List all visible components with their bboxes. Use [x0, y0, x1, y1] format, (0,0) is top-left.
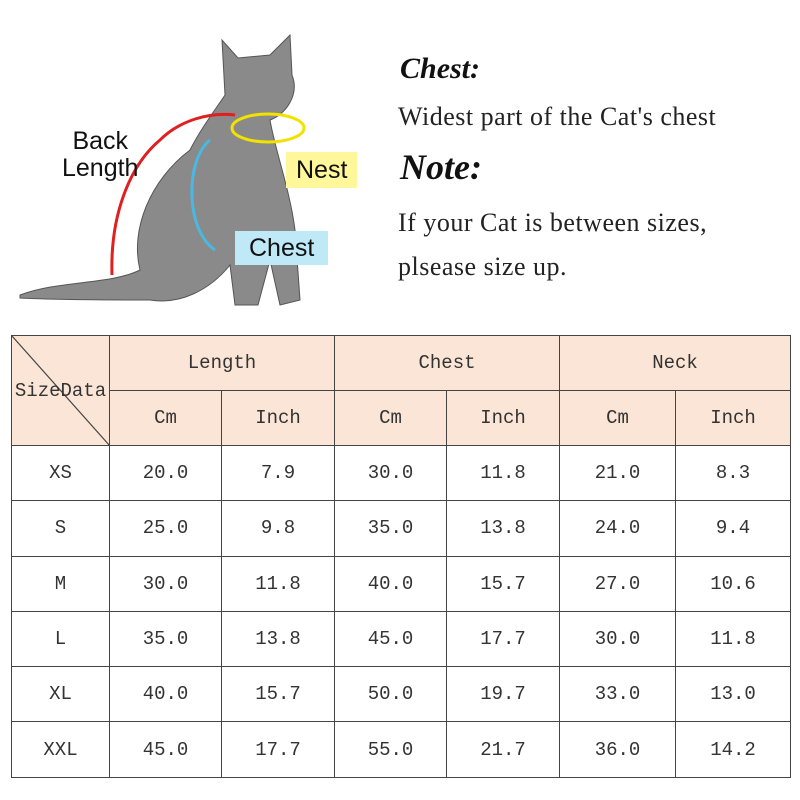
value-cell: 10.6	[675, 555, 791, 612]
note-heading: Note:	[400, 147, 482, 187]
neck-ring	[230, 112, 306, 144]
value-cell: 13.0	[675, 666, 791, 723]
value-cell: 55.0	[334, 721, 447, 778]
cat-illustration	[19, 33, 306, 306]
value-cell: 25.0	[109, 500, 222, 557]
group-header: Length	[109, 335, 335, 391]
value-cell: 11.8	[221, 555, 335, 612]
value-cell: 45.0	[109, 721, 222, 778]
unit-header: Inch	[675, 390, 791, 446]
value-cell: 9.8	[221, 500, 335, 557]
group-header: Chest	[334, 335, 560, 391]
value-cell: 50.0	[334, 666, 447, 723]
unit-header: Cm	[334, 390, 447, 446]
value-cell: 40.0	[109, 666, 222, 723]
corner-data: Data	[60, 379, 107, 402]
value-cell: 30.0	[559, 610, 676, 668]
value-cell: 27.0	[559, 555, 676, 612]
value-cell: 17.7	[221, 721, 335, 778]
note-line1: If your Cat is between sizes,	[398, 208, 708, 237]
table-row: S 25.0 9.8 35.0 13.8 24.0 9.4	[11, 500, 791, 557]
back-length-label: Back Length	[62, 128, 138, 182]
value-cell: 14.2	[675, 721, 791, 778]
value-cell: 15.7	[446, 555, 560, 612]
value-cell: 33.0	[559, 666, 676, 723]
chest-line	[190, 138, 216, 252]
size-table: SizeData Length Chest Neck Cm Inch Cm In…	[11, 335, 791, 778]
chest-label: Chest	[235, 231, 329, 265]
chest-text: Widest part of the Cat's chest	[398, 102, 717, 131]
value-cell: 35.0	[334, 500, 447, 557]
value-cell: 17.7	[446, 610, 560, 668]
value-cell: 30.0	[109, 555, 222, 612]
back-label-line2: Length	[62, 154, 139, 182]
unit-header: Cm	[109, 390, 222, 446]
value-cell: 13.8	[446, 500, 560, 557]
table-row: L 35.0 13.8 45.0 17.7 30.0 11.8	[11, 610, 791, 668]
value-cell: 40.0	[334, 555, 447, 612]
value-cell: 15.7	[221, 666, 335, 723]
table-row: M 30.0 11.8 40.0 15.7 27.0 10.6	[11, 555, 791, 612]
table-row: XS 20.0 7.9 30.0 11.8 21.0 8.3	[11, 444, 791, 502]
value-cell: 11.8	[446, 444, 560, 502]
size-cell: L	[11, 610, 110, 668]
note-line2: plsease size up.	[398, 252, 568, 281]
corner-cell: SizeData	[11, 335, 110, 446]
nest-label: Nest	[286, 152, 358, 188]
unit-header: Inch	[446, 390, 560, 446]
chest-heading: Chest:	[400, 52, 481, 85]
value-cell: 11.8	[675, 610, 791, 668]
value-cell: 24.0	[559, 500, 676, 557]
value-cell: 13.8	[221, 610, 335, 668]
table-row: XXL 45.0 17.7 55.0 21.7 36.0 14.2	[11, 721, 791, 778]
value-cell: 21.7	[446, 721, 560, 778]
unit-header: Inch	[221, 390, 335, 446]
unit-header: Cm	[559, 390, 676, 446]
value-cell: 19.7	[446, 666, 560, 723]
size-cell: XS	[11, 444, 110, 502]
value-cell: 20.0	[109, 444, 222, 502]
value-cell: 7.9	[221, 444, 335, 502]
size-cell: XL	[11, 666, 110, 723]
corner-size: Size	[14, 379, 61, 402]
value-cell: 35.0	[109, 610, 222, 668]
value-cell: 36.0	[559, 721, 676, 778]
value-cell: 21.0	[559, 444, 676, 502]
back-length-line	[110, 112, 236, 276]
value-cell: 9.4	[675, 500, 791, 557]
back-label-line1: Back	[72, 127, 129, 155]
size-cell: XXL	[11, 721, 110, 778]
table-row: XL 40.0 15.7 50.0 19.7 33.0 13.0	[11, 666, 791, 723]
size-cell: M	[11, 555, 110, 612]
value-cell: 30.0	[334, 444, 447, 502]
group-header: Neck	[559, 335, 791, 391]
value-cell: 8.3	[675, 444, 791, 502]
value-cell: 45.0	[334, 610, 447, 668]
size-cell: S	[11, 500, 110, 557]
